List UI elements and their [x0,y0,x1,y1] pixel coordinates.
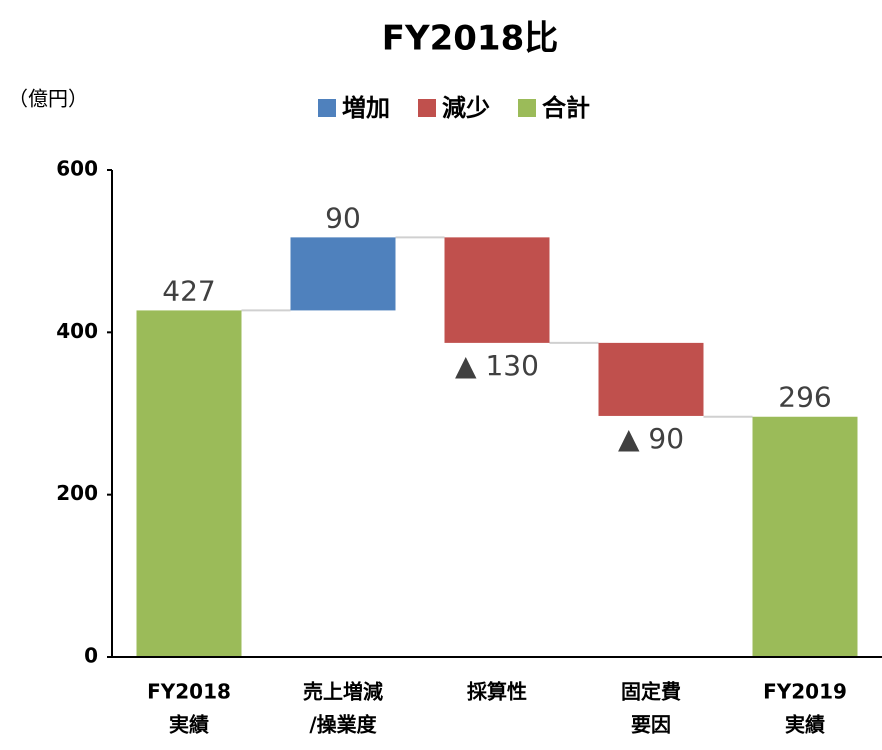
x-tick-label: 要因 [631,713,671,737]
y-tick-label: 600 [56,157,98,181]
value-label: ▲ 90 [618,422,684,455]
legend-swatch [418,99,436,117]
y-tick-label: 400 [56,319,98,343]
value-label: 296 [778,381,831,414]
y-tick-label: 0 [84,644,98,668]
value-label: ▲ 130 [455,349,539,382]
x-tick-label: /操業度 [309,713,377,737]
value-label: 427 [162,274,215,307]
legend-swatch [518,99,536,117]
value-label: 90 [325,201,361,234]
legend-label: 合計 [542,94,590,122]
x-tick-label: FY2018 [147,680,231,704]
bar [136,310,242,657]
x-tick-label: 実績 [785,713,825,737]
x-tick-label: FY2019 [763,680,847,704]
x-tick-label: 売上増減 [303,680,383,704]
bar [290,237,396,311]
x-tick-label: 実績 [169,713,209,737]
bar [752,416,858,657]
x-tick-label: 採算性 [467,680,527,704]
y-tick-label: 200 [56,481,98,505]
bar [444,237,550,343]
legend-label: 減少 [442,94,490,122]
x-tick-label: 固定費 [621,680,681,704]
y-unit: （億円） [8,87,88,111]
bar [598,342,704,416]
legend-swatch [318,99,336,117]
legend-label: 増加 [342,94,390,122]
chart-title: FY2018比 [382,19,558,59]
